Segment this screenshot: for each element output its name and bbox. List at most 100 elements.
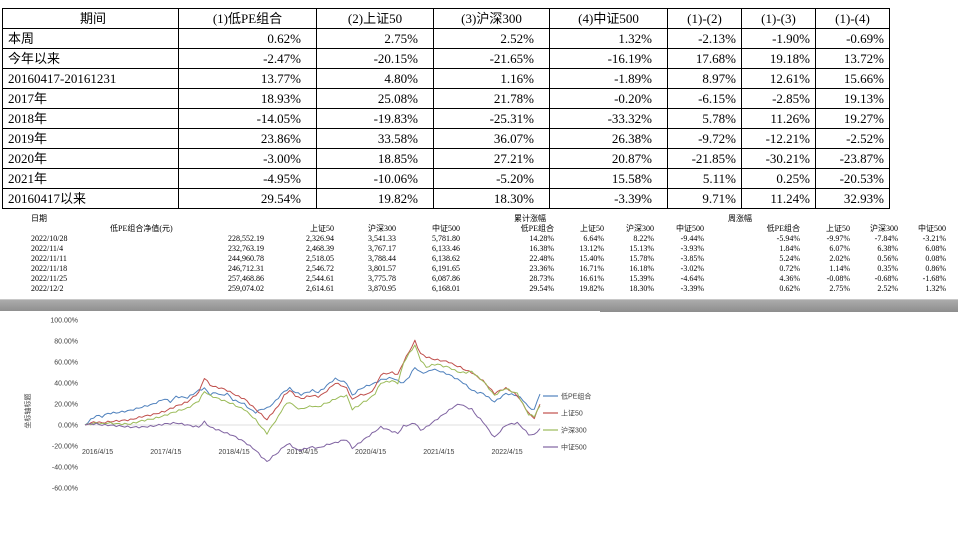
value-cell[interactable]: -2.47% (178, 48, 317, 69)
value-cell[interactable]: -4.95% (178, 168, 317, 189)
date-cell[interactable]: 2022/10/28 (31, 234, 68, 243)
value-cell[interactable]: 11.24% (741, 188, 816, 209)
value-cell[interactable]: -3.02% (680, 264, 704, 273)
value-cell[interactable]: 12.61% (741, 68, 816, 89)
value-cell[interactable]: -16.19% (549, 48, 668, 69)
empty-cell[interactable] (658, 214, 708, 224)
value-cell[interactable]: -25.31% (433, 108, 550, 129)
value-cell[interactable]: 2,518.05 (306, 254, 334, 263)
period-cell[interactable]: 今年以来 (2, 48, 179, 69)
column-header-cell[interactable]: 上证50 (310, 224, 334, 233)
value-cell[interactable]: 0.25% (741, 168, 816, 189)
value-cell[interactable]: 3,788.44 (368, 254, 396, 263)
value-cell[interactable]: 2,468.39 (306, 244, 334, 253)
period-cell[interactable]: 2017年 (2, 88, 179, 109)
value-cell[interactable]: -3.85% (680, 254, 704, 263)
value-cell[interactable]: -2.52% (815, 128, 890, 149)
column-header-cell[interactable]: (4)中证500 (549, 8, 668, 29)
value-cell[interactable]: 23.86% (178, 128, 317, 149)
value-cell[interactable]: -10.06% (316, 168, 434, 189)
value-cell[interactable]: 0.56% (877, 254, 898, 263)
date-cell[interactable]: 2022/11/25 (31, 274, 68, 283)
value-cell[interactable]: 2,544.61 (306, 274, 334, 283)
value-cell[interactable]: -20.53% (815, 168, 890, 189)
value-cell[interactable]: 13.77% (178, 68, 317, 89)
value-cell[interactable]: -9.72% (667, 128, 742, 149)
value-cell[interactable]: 21.78% (433, 88, 550, 109)
column-header-cell[interactable]: 低PE组合 (766, 224, 800, 233)
value-cell[interactable]: 13.72% (815, 48, 890, 69)
value-cell[interactable]: 15.66% (815, 68, 890, 89)
value-cell[interactable]: 8.22% (633, 234, 654, 243)
column-header-cell[interactable]: (1)-(2) (667, 8, 742, 29)
column-header-cell[interactable]: 沪深300 (870, 224, 898, 233)
empty-cell[interactable] (902, 214, 950, 224)
value-cell[interactable]: 16.61% (579, 274, 604, 283)
value-cell[interactable]: -1.68% (922, 274, 946, 283)
date-cell[interactable]: 2022/11/4 (31, 244, 64, 253)
value-cell[interactable]: -3.39% (680, 284, 704, 293)
value-cell[interactable]: 4.36% (779, 274, 800, 283)
value-cell[interactable]: -12.21% (741, 128, 816, 149)
value-cell[interactable]: 19.82% (579, 284, 604, 293)
value-cell[interactable]: 246,712.31 (228, 264, 264, 273)
value-cell[interactable]: 3,767.17 (368, 244, 396, 253)
value-cell[interactable]: 6,168.01 (432, 284, 460, 293)
value-cell[interactable]: 6.64% (583, 234, 604, 243)
value-cell[interactable]: 19.18% (741, 48, 816, 69)
value-cell[interactable]: 6,138.62 (432, 254, 460, 263)
value-cell[interactable]: -2.13% (667, 28, 742, 49)
column-header-cell[interactable]: (3)沪深300 (433, 8, 550, 29)
value-cell[interactable]: 2,546.72 (306, 264, 334, 273)
empty-cell[interactable] (558, 214, 608, 224)
period-cell[interactable]: 本周 (2, 28, 179, 49)
column-header-cell[interactable]: 中证500 (918, 224, 946, 233)
value-cell[interactable]: 5.78% (667, 108, 742, 129)
empty-cell[interactable] (268, 214, 338, 224)
column-header-cell[interactable]: 低PE组合 (520, 224, 554, 233)
value-cell[interactable]: -0.20% (549, 88, 668, 109)
value-cell[interactable]: 18.30% (433, 188, 550, 209)
value-cell[interactable]: 11.26% (741, 108, 816, 129)
value-cell[interactable]: 18.85% (316, 148, 434, 169)
empty-cell[interactable] (854, 214, 902, 224)
value-cell[interactable]: 228,552.19 (228, 234, 264, 243)
value-cell[interactable]: 3,775.78 (368, 274, 396, 283)
value-cell[interactable]: 0.08% (925, 254, 946, 263)
value-cell[interactable]: 18.30% (629, 284, 654, 293)
date-cell[interactable]: 2022/11/18 (31, 264, 68, 273)
value-cell[interactable]: -2.85% (741, 88, 816, 109)
value-cell[interactable]: -20.15% (316, 48, 434, 69)
value-cell[interactable]: 1.32% (925, 284, 946, 293)
value-cell[interactable]: -14.05% (178, 108, 317, 129)
value-cell[interactable]: 26.38% (549, 128, 668, 149)
value-cell[interactable]: -1.90% (741, 28, 816, 49)
value-cell[interactable]: 4.80% (316, 68, 434, 89)
value-cell[interactable]: 3,801.57 (368, 264, 396, 273)
empty-cell[interactable] (338, 214, 400, 224)
value-cell[interactable]: 5.24% (779, 254, 800, 263)
empty-cell[interactable] (804, 214, 854, 224)
value-cell[interactable]: -21.85% (667, 148, 742, 169)
value-cell[interactable]: 6.38% (877, 244, 898, 253)
value-cell[interactable]: -33.32% (549, 108, 668, 129)
weekly-group-label[interactable]: 周涨幅 (728, 214, 752, 223)
value-cell[interactable]: 0.62% (178, 28, 317, 49)
column-header-cell[interactable]: 中证500 (676, 224, 704, 233)
value-cell[interactable]: 5.11% (667, 168, 742, 189)
value-cell[interactable]: 6.07% (829, 244, 850, 253)
date-header-cell[interactable]: 日期 (31, 214, 47, 223)
returns-chart[interactable]: 100.00% 80.00% 60.00% 40.00% 20.00% 0.00% -20.… (0, 311, 600, 540)
value-cell[interactable]: 6.08% (925, 244, 946, 253)
column-header-cell[interactable]: (1)-(3) (741, 8, 816, 29)
value-cell[interactable]: 5,781.80 (432, 234, 460, 243)
value-cell[interactable]: 2.52% (877, 284, 898, 293)
value-cell[interactable]: 0.62% (779, 284, 800, 293)
value-cell[interactable]: -9.44% (680, 234, 704, 243)
value-cell[interactable]: 232,763.19 (228, 244, 264, 253)
period-cell[interactable]: 2019年 (2, 128, 179, 149)
value-cell[interactable]: -30.21% (741, 148, 816, 169)
value-cell[interactable]: 33.58% (316, 128, 434, 149)
column-header-cell[interactable]: 期间 (2, 8, 179, 29)
value-cell[interactable]: 3,541.33 (368, 234, 396, 243)
